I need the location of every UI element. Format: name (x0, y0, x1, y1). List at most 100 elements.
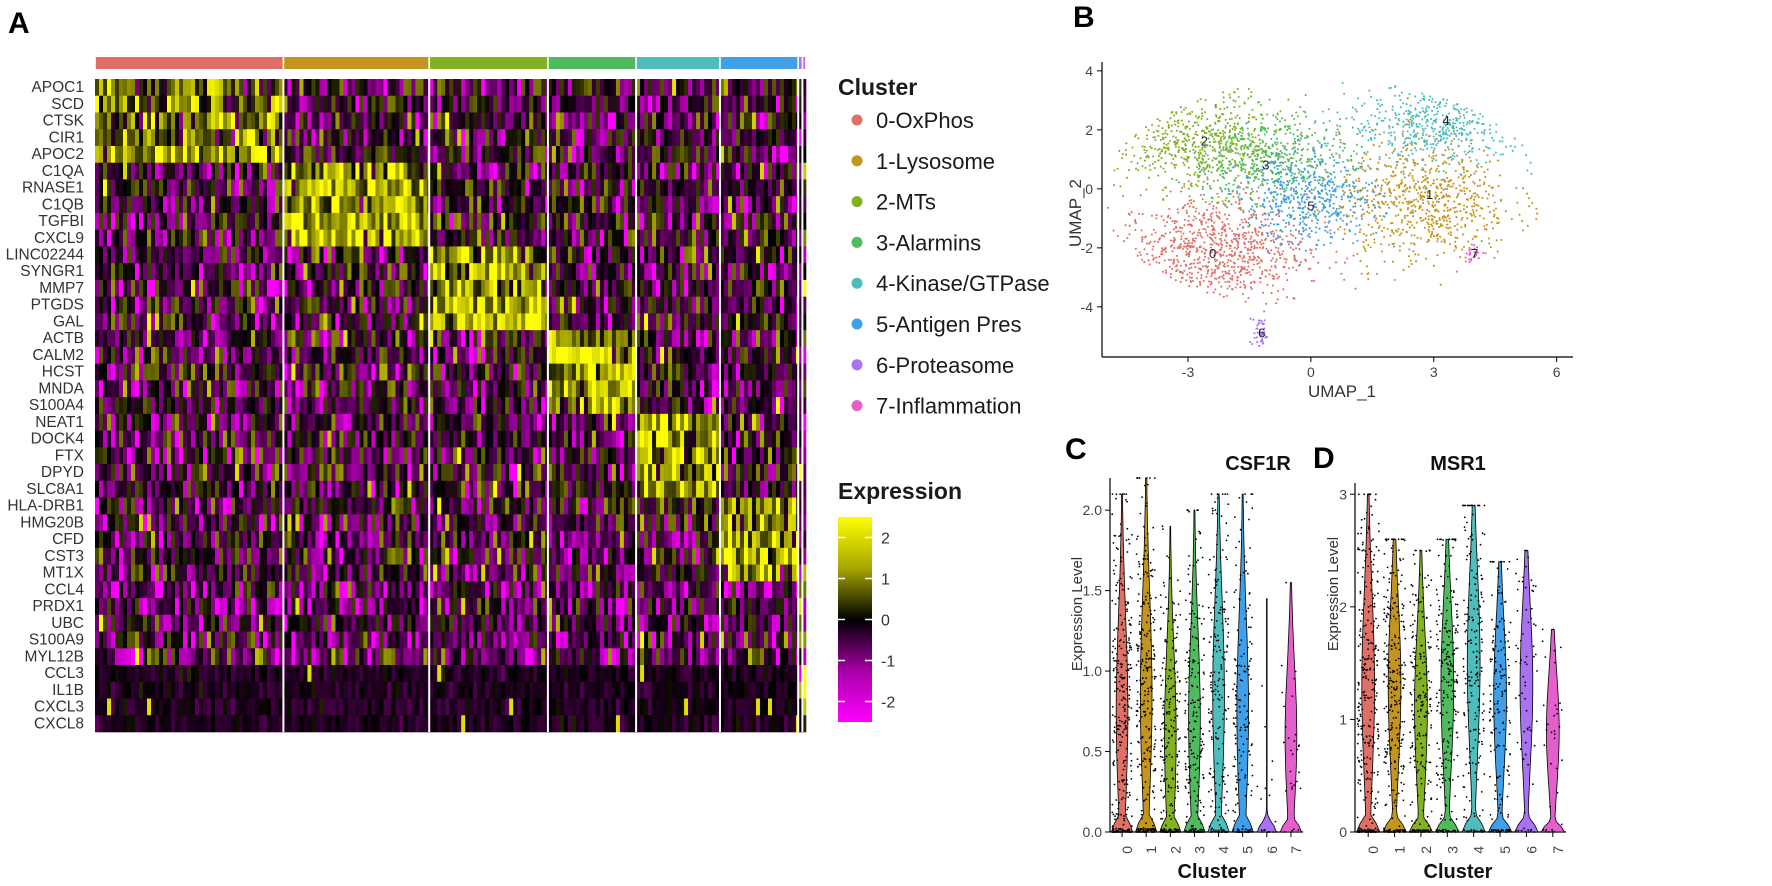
heatmap-cell (485, 514, 490, 532)
heatmap-cell (664, 162, 669, 180)
heatmap-cell (599, 145, 605, 164)
heatmap-cell (567, 497, 573, 515)
heatmap-cell (688, 413, 693, 431)
heatmap-cell (207, 246, 212, 264)
heatmap-cell (227, 531, 232, 549)
heatmap-cell (411, 79, 416, 97)
heatmap-cell (175, 279, 180, 297)
heatmap-cell (99, 430, 104, 448)
heatmap-cell (211, 514, 216, 532)
heatmap-cell (415, 79, 420, 97)
heatmap-cell (509, 413, 514, 431)
heatmap-cell (537, 145, 542, 164)
heatmap-cell (215, 179, 220, 197)
heatmap-cell (437, 330, 442, 348)
heatmap-cell (615, 145, 621, 164)
heatmap-cell (395, 363, 400, 381)
heatmap-cell (187, 480, 192, 498)
heatmap-cell (195, 514, 200, 532)
heatmap-cell (403, 129, 408, 147)
heatmap-cell (547, 397, 553, 415)
heatmap-cell (127, 196, 132, 214)
heatmap-cell (755, 430, 761, 448)
heatmap-cell (347, 145, 352, 164)
heatmap-cell (267, 464, 272, 482)
heatmap-cell (203, 279, 208, 297)
heatmap-cell (708, 447, 713, 465)
heatmap-cell (411, 179, 416, 197)
heatmap-cell (143, 313, 148, 331)
heatmap-cell (399, 79, 404, 97)
heatmap-cell (231, 430, 236, 448)
heatmap-cell (139, 430, 144, 448)
heatmap-cell (171, 497, 176, 515)
heatmap-cell (477, 279, 482, 297)
heatmap-cell (747, 263, 753, 281)
heatmap-cell (267, 279, 272, 297)
heatmap-cell (688, 447, 693, 465)
heatmap-cell (411, 95, 416, 113)
heatmap-cell (239, 397, 244, 415)
heatmap-cell (563, 263, 569, 281)
heatmap-cell (331, 531, 336, 549)
heatmap-cell (525, 313, 530, 331)
heatmap-cell (533, 246, 538, 264)
heatmap-cell (103, 464, 108, 482)
heatmap-cell (477, 145, 482, 164)
heatmap-cell (591, 179, 597, 197)
heatmap-cell (135, 397, 140, 415)
heatmap-cell (700, 330, 705, 348)
heatmap-cell (719, 497, 725, 515)
heatmap-cell (315, 464, 320, 482)
heatmap-cell (509, 330, 514, 348)
heatmap-cell (591, 279, 597, 297)
heatmap-cell (587, 246, 593, 264)
heatmap-cell (525, 296, 530, 314)
heatmap-cell (525, 212, 530, 230)
heatmap-cell (419, 112, 424, 130)
heatmap-cell (95, 447, 100, 465)
heatmap-cell (747, 179, 753, 197)
heatmap-cell (327, 229, 332, 247)
heatmap-cell (615, 229, 621, 247)
heatmap-cell (167, 497, 172, 515)
heatmap-cell (636, 380, 641, 398)
heatmap-cell (203, 514, 208, 532)
heatmap-cell (735, 95, 741, 113)
heatmap-cell (319, 380, 324, 398)
heatmap-cell (747, 380, 753, 398)
heatmap-cell (287, 145, 292, 164)
heatmap-cell (533, 129, 538, 147)
heatmap-cell (399, 112, 404, 130)
heatmap-cell (195, 480, 200, 498)
heatmap-cell (375, 464, 380, 482)
heatmap-cell (251, 497, 256, 515)
heatmap-cell (457, 196, 462, 214)
heatmap-cell (263, 514, 268, 532)
heatmap-cell (343, 313, 348, 331)
heatmap-cell (727, 79, 733, 97)
heatmap-cell (419, 480, 424, 498)
heatmap-cell (339, 279, 344, 297)
heatmap-cell (99, 531, 104, 549)
heatmap-cell (187, 397, 192, 415)
heatmap-cell (457, 95, 462, 113)
heatmap-cell (111, 313, 116, 331)
heatmap-cell (391, 363, 396, 381)
heatmap-cell (227, 162, 232, 180)
heatmap-cell (119, 229, 124, 247)
heatmap-cell (355, 112, 360, 130)
heatmap-cell (315, 296, 320, 314)
heatmap-cell (545, 246, 549, 264)
heatmap-cell (295, 129, 300, 147)
heatmap-cell (587, 313, 593, 331)
heatmap-cell (283, 212, 288, 230)
heatmap-cell (195, 162, 200, 180)
heatmap-cell (437, 480, 442, 498)
heatmap-cell (363, 464, 368, 482)
heatmap-cell (727, 346, 733, 364)
heatmap-cell (509, 246, 514, 264)
heatmap-cell (481, 346, 486, 364)
heatmap-cell (751, 430, 757, 448)
heatmap-cell (583, 279, 589, 297)
